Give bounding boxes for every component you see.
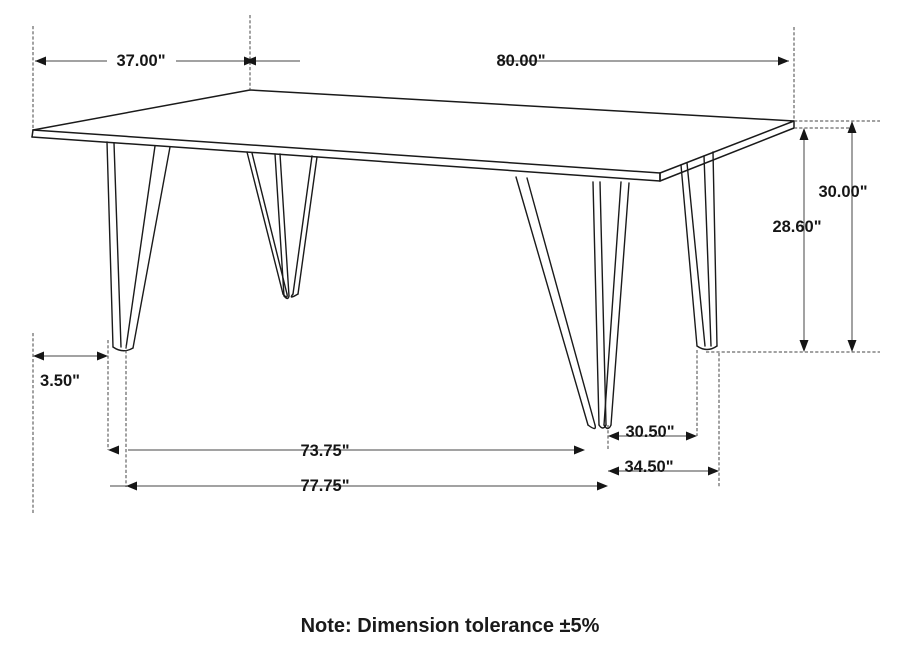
svg-text:37.00": 37.00" [116,52,165,70]
svg-text:30.50": 30.50" [625,423,674,441]
svg-text:28.60": 28.60" [772,218,821,236]
svg-text:73.75": 73.75" [300,442,349,460]
svg-text:3.50": 3.50" [40,372,80,390]
svg-text:77.75": 77.75" [300,477,349,495]
svg-text:80.00": 80.00" [496,52,545,70]
svg-text:30.00": 30.00" [818,183,867,201]
svg-text:34.50": 34.50" [624,458,673,476]
